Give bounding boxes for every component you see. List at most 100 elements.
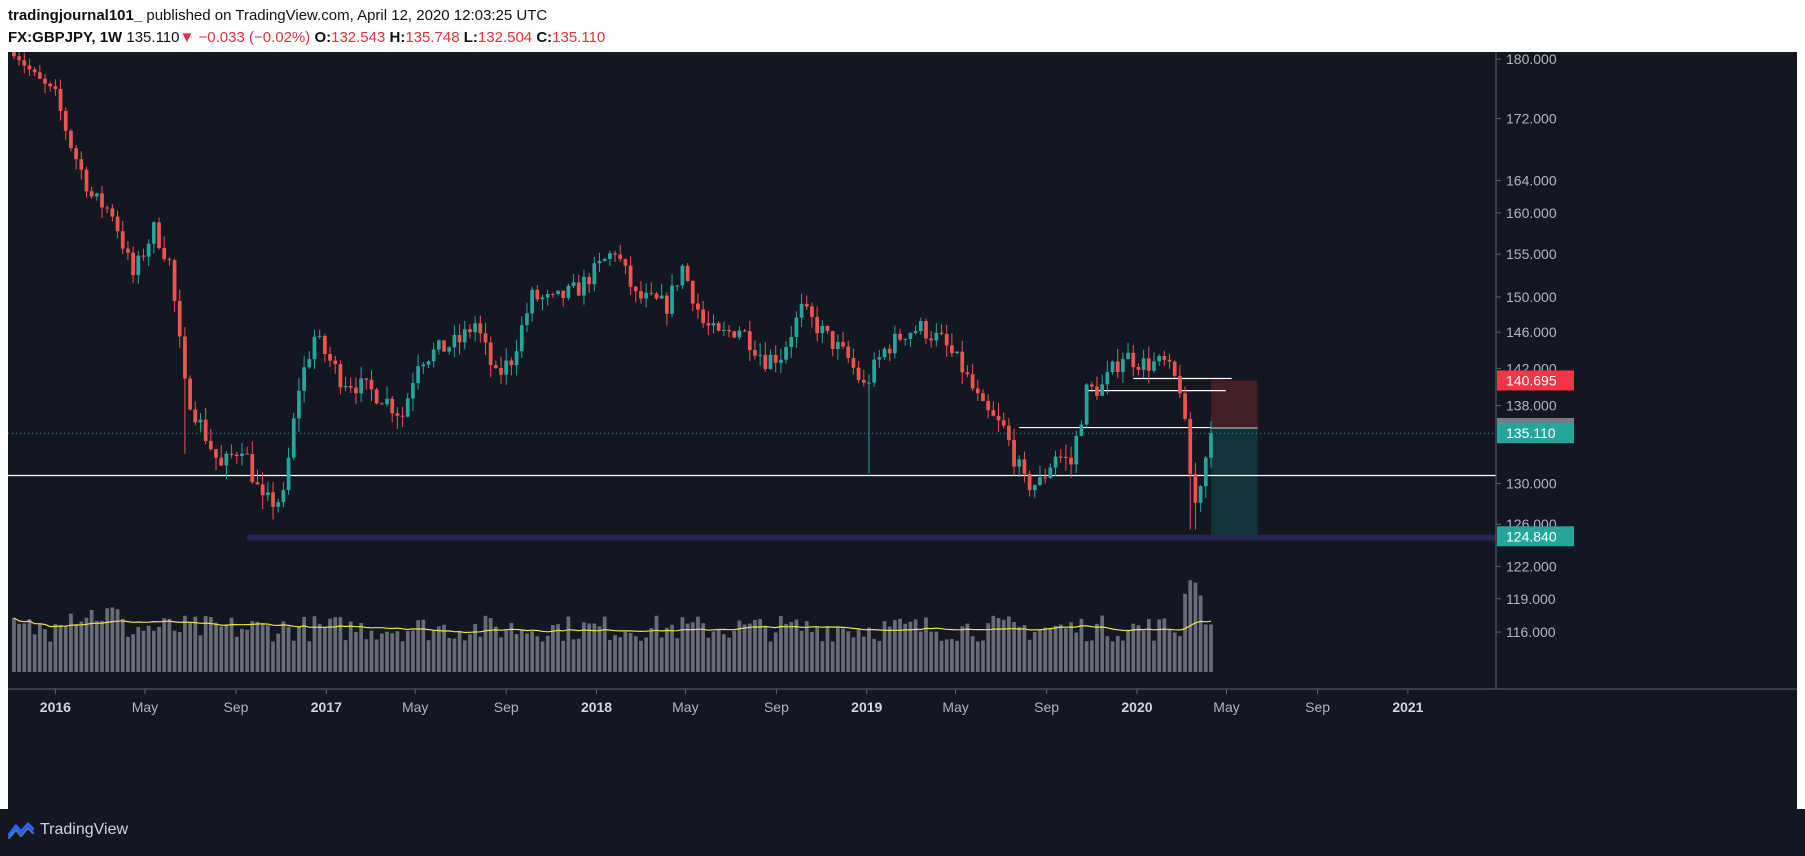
volume-bar	[908, 621, 913, 672]
volume-bar	[509, 622, 514, 672]
x-tick-label: 2021	[1392, 699, 1423, 715]
candle-body	[188, 378, 192, 410]
candle-body	[597, 261, 602, 264]
volume-bar	[799, 630, 804, 672]
candle-body	[32, 69, 37, 73]
volume-bar	[1198, 595, 1203, 672]
volume-bar	[426, 640, 431, 672]
candle-body	[846, 346, 851, 358]
candle-body	[58, 89, 63, 111]
author-name[interactable]: tradingjournal101_	[8, 7, 143, 24]
volume-bar	[804, 621, 809, 672]
volume-bar	[312, 616, 317, 672]
candle-body	[421, 364, 426, 367]
volume-bar	[690, 622, 695, 672]
volume-bar	[115, 609, 120, 672]
volume-bar	[151, 630, 156, 672]
volume-bar	[462, 640, 467, 672]
volume-bar	[1172, 632, 1177, 672]
candle-body	[1110, 361, 1115, 373]
candle-body	[1105, 372, 1110, 385]
candle-body	[763, 354, 768, 370]
volume-bar	[447, 637, 452, 672]
candle-body	[893, 333, 897, 354]
price-chart[interactable]: 180.000 172.000 164.000 160.000 155.000 150.0…	[8, 52, 1797, 809]
candle-body	[820, 325, 825, 334]
candle-body	[499, 367, 503, 375]
volume-bar	[1007, 616, 1011, 672]
volume-bar	[364, 639, 369, 672]
publish-text: published on TradingView.com, April 12, …	[146, 7, 548, 24]
candle-body	[1198, 486, 1203, 503]
candle-body	[711, 323, 716, 326]
candle-body	[836, 342, 840, 349]
candle-body	[753, 350, 757, 356]
candle-body	[405, 398, 410, 417]
candle-body	[312, 336, 317, 360]
candle-body	[317, 335, 322, 337]
volume-bar	[514, 634, 519, 672]
volume-bar	[208, 617, 213, 672]
interval: 1W	[99, 29, 123, 46]
candle-body	[1141, 358, 1146, 370]
volume-bar	[379, 633, 384, 672]
candle-body	[105, 207, 110, 209]
candle-body	[1084, 384, 1089, 425]
volume-bar	[856, 628, 861, 672]
volume-bar	[255, 621, 260, 672]
candle-body	[815, 316, 820, 334]
volume-bar	[167, 618, 172, 672]
chart-header: tradingjournal101_ published on TradingV…	[0, 0, 1805, 50]
volume-bar	[836, 627, 840, 672]
volume-bar	[193, 616, 198, 672]
volume-bar	[582, 622, 586, 672]
volume-bar	[214, 622, 218, 672]
candle-body	[519, 325, 524, 352]
candle-body	[89, 191, 94, 197]
volume-bar	[924, 617, 928, 672]
y-tick-label: 150.000	[1506, 289, 1557, 305]
candle-body	[333, 360, 338, 365]
candle-body	[1121, 359, 1125, 372]
volume-bar	[981, 640, 985, 672]
volume-bar	[815, 627, 820, 672]
close-value: 135.110	[552, 29, 606, 46]
candle-body	[1162, 355, 1167, 360]
volume-bar	[571, 639, 576, 672]
x-tick-label: 2020	[1121, 699, 1152, 715]
candle-body	[960, 351, 965, 373]
volume-bar	[830, 641, 835, 672]
price-label-current-bg	[1497, 423, 1574, 444]
volume-bar	[1178, 636, 1182, 672]
volume-bar	[898, 618, 902, 672]
candle-body	[385, 398, 389, 405]
y-tick-label: 122.000	[1506, 558, 1557, 574]
volume-bar	[1100, 615, 1105, 672]
volume-bar	[1064, 628, 1068, 672]
symbol-name[interactable]: FX:GBPJPY,	[8, 29, 96, 46]
volume-bar	[561, 640, 566, 672]
volume-bar	[592, 623, 597, 672]
volume-bar	[1152, 640, 1156, 672]
candle-body	[369, 379, 374, 390]
tradingview-logo[interactable]: TradingView	[8, 821, 128, 839]
candle-body	[411, 383, 415, 399]
volume-bar	[1012, 622, 1016, 672]
x-tick-label: May	[402, 699, 428, 715]
volume-bar	[94, 620, 99, 672]
x-tick-label: 2018	[581, 699, 612, 715]
volume-bar	[260, 623, 265, 672]
candle-body	[628, 265, 633, 287]
candle-body	[924, 321, 928, 339]
volume-bar	[43, 629, 47, 672]
candle-body	[540, 297, 545, 300]
candle-body	[131, 252, 135, 276]
candle-body	[1100, 384, 1105, 396]
chart-area[interactable]: 180.000 172.000 164.000 160.000 155.000 150.0…	[8, 52, 1797, 809]
volume-bar	[696, 616, 700, 672]
candle-body	[245, 453, 249, 455]
volume-bar	[359, 623, 363, 672]
candle-body	[1027, 473, 1032, 491]
candle-body	[1058, 456, 1063, 458]
volume-bar	[1095, 623, 1099, 672]
